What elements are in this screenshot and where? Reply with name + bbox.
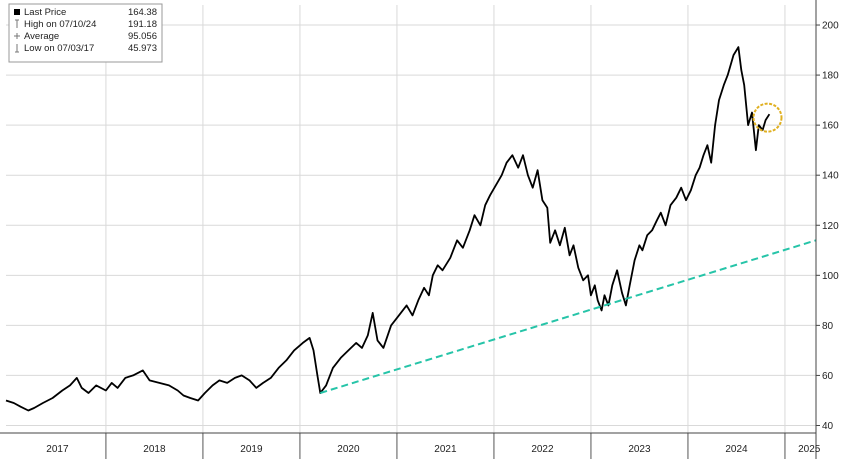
down-arrow-icon [15, 44, 19, 53]
grid-layer [6, 24, 816, 426]
highlight-circle [752, 102, 783, 133]
x-tick-label: 2025 [798, 444, 821, 455]
x-tick-label: 2019 [240, 444, 263, 455]
x-tick-label: 2023 [628, 444, 651, 455]
y-tick-label: 100 [822, 271, 839, 282]
legend-label: Low on 07/03/17 [24, 43, 94, 54]
legend-value: 45.973 [128, 43, 157, 54]
y-tick-label: 140 [822, 171, 839, 182]
filled-square-icon [14, 9, 20, 15]
x-tick-label: 2018 [143, 444, 166, 455]
legend-box [8, 3, 163, 63]
y-tick-label: 180 [822, 71, 839, 82]
y-tick-label: 80 [822, 321, 834, 332]
legend-entry-high: High on 07/10/24 191.18 [15, 19, 157, 30]
trend-line [320, 239, 817, 394]
series-layer [5, 46, 817, 412]
x-tick-label: 2024 [725, 444, 748, 455]
legend-value: 191.18 [128, 19, 157, 30]
x-tick-label: 2017 [46, 444, 69, 455]
y-tick-label: 200 [822, 21, 839, 32]
legend-value: 164.38 [128, 7, 157, 18]
annotation-layer [752, 102, 783, 133]
legend: Last Price 164.38 High on 07/10/24 191.1… [8, 3, 163, 63]
legend-entry-average: Average 95.056 [14, 31, 157, 42]
legend-entry-last-price: Last Price 164.38 [14, 7, 157, 18]
legend-label: High on 07/10/24 [24, 19, 96, 30]
legend-entry-low: Low on 07/03/17 45.973 [15, 43, 157, 54]
y-tick-label: 60 [822, 371, 834, 382]
x-tick-label: 2021 [434, 444, 457, 455]
legend-value: 95.056 [128, 31, 157, 42]
x-tick-label: 2020 [337, 444, 360, 455]
x-tick-label: 2022 [531, 444, 554, 455]
y-tick-label: 120 [822, 221, 839, 232]
axis-layer: 40 60 80 100 120 140 160 180 200 2017 2018 2019 2020… [0, 0, 839, 459]
legend-label: Average [24, 31, 59, 42]
up-arrow-icon [15, 19, 19, 28]
price-line [5, 46, 771, 412]
y-tick-label: 160 [822, 121, 839, 132]
legend-label: Last Price [24, 7, 66, 18]
y-tick-label: 40 [822, 421, 834, 432]
plus-icon [14, 33, 20, 39]
year-boundaries [105, 5, 786, 433]
